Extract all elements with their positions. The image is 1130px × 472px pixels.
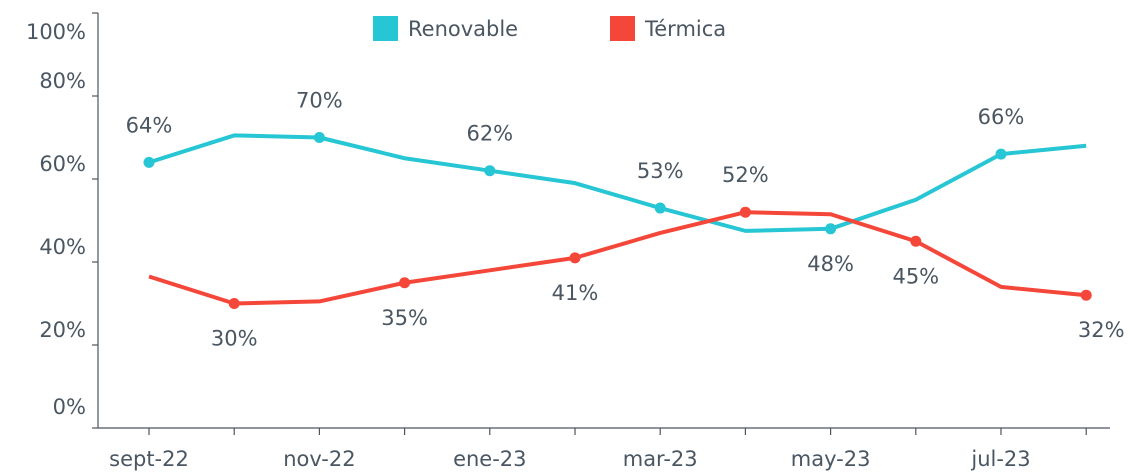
data-label: 30%	[211, 327, 258, 351]
x-tick-label: sept-22	[109, 447, 189, 471]
data-label: 66%	[978, 105, 1025, 129]
data-label: 35%	[381, 306, 428, 330]
point	[995, 148, 1007, 160]
point	[313, 132, 325, 143]
point	[569, 252, 581, 264]
point	[654, 202, 666, 214]
legend-swatch	[373, 16, 398, 41]
series-line	[148, 210, 1087, 306]
point	[143, 156, 155, 168]
x-tick-label: may-23	[791, 447, 871, 471]
point	[910, 235, 922, 247]
legend-label: Térmica	[644, 17, 726, 41]
data-label: 53%	[637, 159, 684, 183]
x-tick-label: jul-23	[970, 447, 1030, 471]
data-label: 41%	[552, 281, 599, 305]
data-label: 45%	[892, 264, 939, 288]
y-tick-label: 60%	[39, 152, 86, 176]
point	[399, 277, 411, 289]
point	[825, 223, 837, 235]
x-tick-label: nov-22	[283, 447, 355, 471]
y-tick-label: 40%	[39, 235, 86, 259]
legend-swatch	[610, 16, 635, 41]
data-label: 52%	[722, 163, 769, 187]
point	[739, 206, 751, 218]
x-tick-label: mar-23	[623, 447, 698, 471]
y-tick-label: 20%	[39, 318, 86, 342]
y-tick-label: 80%	[39, 69, 86, 93]
data-label: 70%	[296, 89, 343, 113]
data-label: 48%	[807, 252, 854, 276]
point	[228, 298, 240, 309]
y-tick-label: 0%	[53, 395, 86, 419]
legend-label: Renovable	[408, 17, 518, 41]
x-tick-label: ene-23	[453, 447, 526, 471]
data-label: 62%	[466, 122, 513, 146]
series-line	[148, 133, 1087, 233]
data-label: 32%	[1078, 318, 1125, 342]
y-tick-label: 100%	[26, 20, 86, 44]
data-label: 64%	[126, 113, 173, 137]
point	[484, 165, 496, 177]
point	[1080, 289, 1092, 301]
